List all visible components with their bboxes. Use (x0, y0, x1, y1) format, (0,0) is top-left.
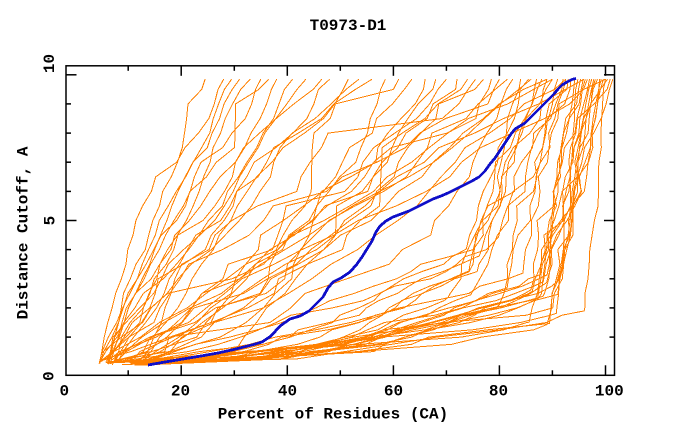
svg-text:Distance Cutoff, A: Distance Cutoff, A (15, 146, 33, 319)
svg-text:0: 0 (41, 371, 59, 381)
svg-text:T0973-D1: T0973-D1 (310, 17, 387, 35)
svg-text:5: 5 (42, 216, 60, 226)
svg-text:0: 0 (59, 383, 69, 401)
svg-text:10: 10 (41, 54, 59, 73)
svg-text:80: 80 (489, 383, 508, 401)
svg-text:100: 100 (595, 383, 624, 401)
svg-text:60: 60 (384, 383, 403, 401)
svg-text:Percent of Residues (CA): Percent of Residues (CA) (218, 406, 448, 424)
svg-text:20: 20 (171, 383, 190, 401)
svg-text:40: 40 (278, 383, 297, 401)
